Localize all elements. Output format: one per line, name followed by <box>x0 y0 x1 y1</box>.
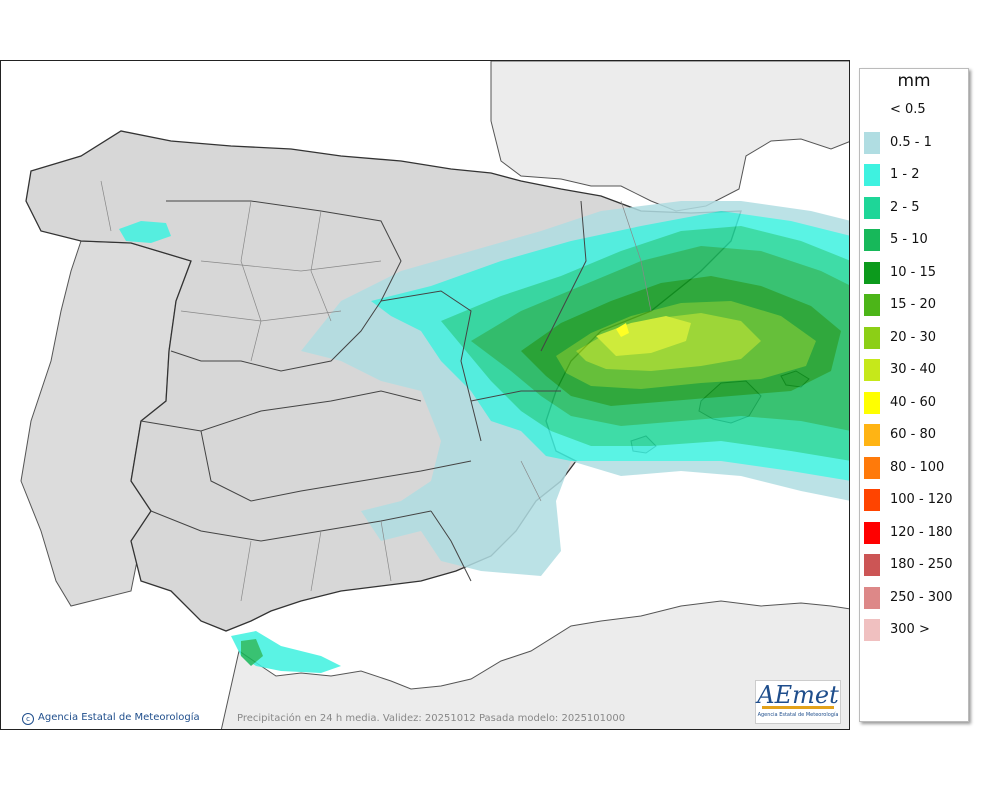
legend-label: 10 - 15 <box>890 264 937 280</box>
legend-entry: 60 - 80 <box>864 424 968 446</box>
legend-swatch <box>864 586 880 609</box>
legend-entry: 80 - 100 <box>864 456 968 479</box>
legend-swatch <box>864 619 880 641</box>
legend-label: 30 - 40 <box>890 362 937 377</box>
legend-swatch <box>864 359 880 381</box>
legend-label: 120 - 180 <box>890 524 953 540</box>
legend-label: 300 > <box>890 622 930 637</box>
legend-entry: 2 - 5 <box>864 196 968 219</box>
precip-patch-galicia <box>119 221 171 243</box>
agency-credit: c Agencia Estatal de Meteorología <box>22 712 200 725</box>
legend-swatch <box>864 326 880 349</box>
legend-entry: 0.5 - 1 <box>864 131 968 154</box>
legend-label: 0.5 - 1 <box>890 134 932 150</box>
legend-label: 15 - 20 <box>890 297 937 312</box>
legend-entry: 5 - 10 <box>864 229 968 251</box>
legend-label: 60 - 80 <box>890 427 937 442</box>
logo-accent-stroke <box>762 706 834 709</box>
legend-swatch <box>864 489 880 511</box>
legend-label: 2 - 5 <box>890 199 920 215</box>
precip-patch-strait <box>231 631 341 673</box>
legend-label: 100 - 120 <box>890 492 953 507</box>
legend-swatch <box>864 229 880 251</box>
precipitation-map <box>0 60 850 730</box>
legend-swatch <box>864 294 880 316</box>
credit-text: Agencia Estatal de Meteorología <box>38 712 200 723</box>
legend-entry: 40 - 60 <box>864 391 968 414</box>
precip-band-30-40 <box>596 316 691 356</box>
legend-entry: 30 - 40 <box>864 359 968 381</box>
legend-entry: 250 - 300 <box>864 586 968 609</box>
legend-swatch <box>864 261 880 284</box>
copyright-icon: c <box>22 713 34 725</box>
legend-label: 20 - 30 <box>890 329 937 345</box>
legend-label: 180 - 250 <box>890 557 953 572</box>
legend-entry: 300 > <box>864 619 968 641</box>
legend-entry: 1 - 2 <box>864 164 968 186</box>
map-footer-note: Precipitación en 24 h media. Validez: 20… <box>237 713 626 724</box>
legend-swatch <box>864 521 880 544</box>
aemet-logo: AEmet Agencia Estatal de Meteorología <box>755 680 841 724</box>
precip-patch-murcia <box>461 516 551 566</box>
precip-band-40-60 <box>616 323 629 337</box>
precipitation-overlay <box>119 201 849 673</box>
legend-entry: 120 - 180 <box>864 521 968 544</box>
province-borders <box>100 180 652 602</box>
legend-label: 40 - 60 <box>890 394 937 410</box>
legend-swatch <box>864 554 880 576</box>
legend-label: 250 - 300 <box>890 589 953 605</box>
logo-wordmark: AEmet <box>757 681 839 709</box>
legend-label: 5 - 10 <box>890 232 928 247</box>
precip-patch-strait-core <box>241 639 263 666</box>
legend-entry: 180 - 250 <box>864 554 968 576</box>
legend-swatch <box>864 424 880 446</box>
legend-swatch <box>864 164 880 186</box>
legend-entry: 15 - 20 <box>864 294 968 316</box>
legend-entry: 10 - 15 <box>864 261 968 284</box>
region-borders <box>140 200 587 582</box>
legend-entry: < 0.5 <box>864 99 968 121</box>
legend-swatch <box>864 196 880 219</box>
legend-swatch <box>864 131 880 154</box>
iberia-map-canvas <box>1 61 849 729</box>
legend-swatch <box>864 99 880 121</box>
legend-swatch <box>864 391 880 414</box>
logo-subtitle: Agencia Estatal de Meteorología <box>757 712 839 718</box>
legend-entry: 100 - 120 <box>864 489 968 511</box>
legend-label: 80 - 100 <box>890 459 945 475</box>
legend-entry: 20 - 30 <box>864 326 968 349</box>
legend-swatch <box>864 456 880 479</box>
legend-unit: mm <box>897 71 931 91</box>
legend-label: < 0.5 <box>890 102 926 117</box>
precipitation-legend: mm < 0.5 0.5 - 1 1 - 2 2 - 5 5 - 10 10 - 15 15… <box>859 68 969 722</box>
legend-label: 1 - 2 <box>890 167 920 182</box>
africa-landmass <box>220 600 849 729</box>
